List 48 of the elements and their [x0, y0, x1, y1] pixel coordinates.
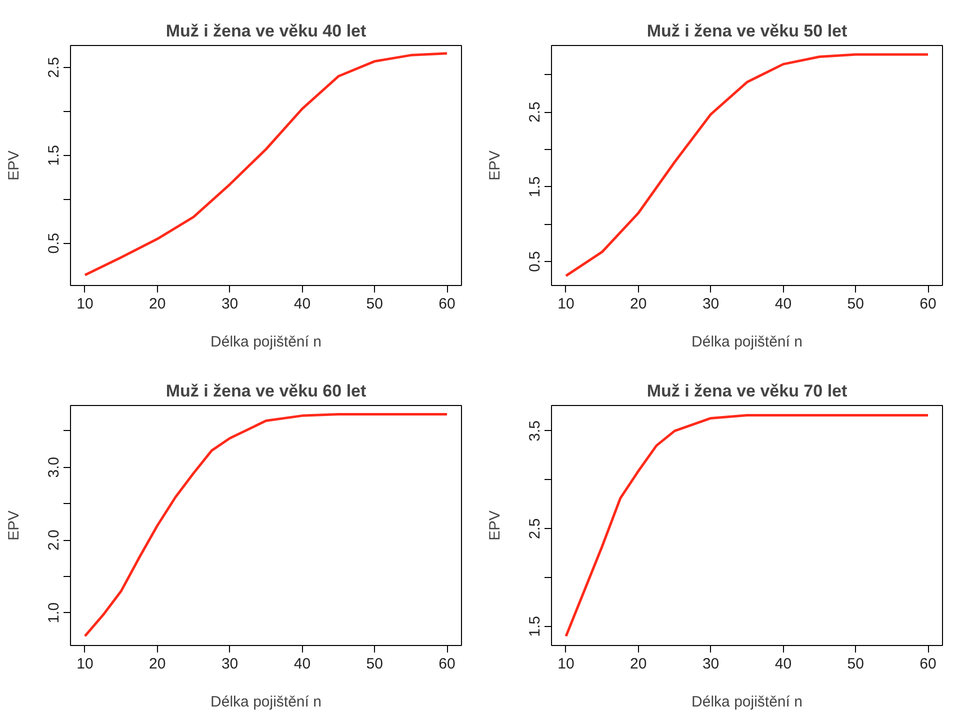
y-tick-label: 1.5 — [46, 144, 62, 166]
y-tick-label: 3.0 — [46, 456, 62, 478]
y-tick-label: 2.5 — [526, 518, 544, 540]
y-tick-label: 1.5 — [526, 616, 544, 637]
x-tick-label: 20 — [630, 296, 647, 312]
x-tick-label: 40 — [774, 656, 792, 672]
y-tick-label: 0.5 — [526, 251, 544, 272]
y-tick-label: 2.5 — [46, 57, 62, 78]
x-tick-label: 50 — [366, 656, 383, 672]
x-tick-label: 10 — [558, 656, 574, 672]
x-tick-label: 50 — [847, 296, 864, 312]
x-tick-label: 50 — [366, 296, 383, 312]
x-tick-label: 30 — [702, 296, 720, 312]
x-tick-label: 20 — [149, 656, 166, 672]
y-tick-label: 1.5 — [526, 176, 544, 198]
x-tick-label: 50 — [847, 656, 864, 672]
x-tick-label: 60 — [920, 656, 936, 672]
x-tick-label: 60 — [438, 296, 456, 312]
chart-title: Muž i žena ve věku 40 let — [166, 22, 366, 40]
y-axis-title: EPV — [6, 510, 22, 541]
x-axis-title: Délka pojištění n — [692, 334, 802, 350]
x-axis-title: Délka pojištění n — [210, 694, 322, 710]
x-tick-label: 30 — [221, 656, 238, 672]
x-tick-label: 20 — [149, 296, 166, 312]
x-tick-label: 40 — [294, 296, 311, 312]
y-tick-label: 0.5 — [46, 232, 62, 254]
chart-title: Muž i žena ve věku 70 let — [646, 382, 848, 400]
x-tick-label: 10 — [76, 656, 94, 672]
x-tick-label: 10 — [558, 296, 574, 312]
x-tick-label: 40 — [294, 656, 311, 672]
x-tick-label: 10 — [76, 296, 94, 312]
x-tick-label: 60 — [438, 656, 456, 672]
x-axis-title: Délka pojištění n — [210, 334, 322, 350]
x-tick-label: 40 — [774, 296, 792, 312]
x-tick-label: 20 — [630, 656, 647, 672]
x-axis-title: Délka pojištění n — [692, 694, 802, 710]
y-tick-label: 3.5 — [526, 420, 544, 442]
y-tick-label: 1.0 — [46, 602, 62, 624]
y-axis-title: EPV — [486, 510, 504, 541]
x-tick-label: 30 — [221, 296, 238, 312]
x-tick-label: 60 — [920, 296, 936, 312]
y-axis-title: EPV — [486, 150, 504, 181]
y-tick-label: 2.5 — [526, 102, 544, 122]
y-tick-label: 2.0 — [46, 530, 62, 550]
x-tick-label: 30 — [702, 656, 720, 672]
y-axis-title: EPV — [6, 150, 22, 181]
chart-title: Muž i žena ve věku 50 let — [646, 22, 848, 40]
chart-title: Muž i žena ve věku 60 let — [166, 382, 366, 400]
